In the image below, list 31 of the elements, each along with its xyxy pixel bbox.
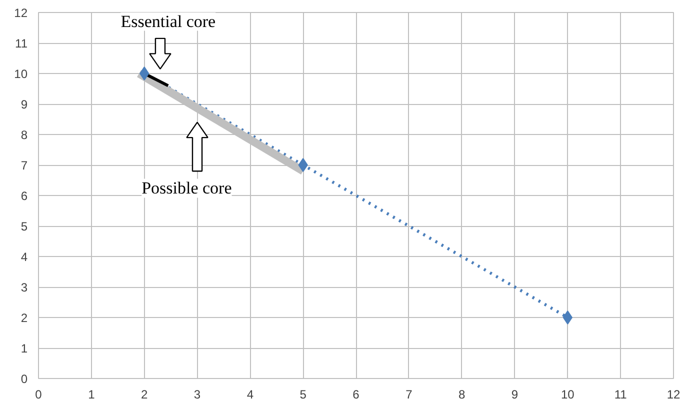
y-tick-label: 6 [20,189,28,203]
x-tick-label: 0 [35,388,42,402]
point [140,66,150,80]
x-tick-label: 6 [352,388,360,402]
y-tick-label: 4 [20,250,28,264]
x-tick-label: 5 [300,388,307,402]
point [562,310,572,324]
x-tick-label: 9 [511,388,518,402]
x-tick-label: 2 [140,388,148,402]
y-tick-label: 11 [15,36,28,50]
x-tick-label: 7 [406,388,413,402]
x-tick-label: 12 [666,388,680,402]
annotation: Possible core [142,178,232,198]
annotation: Essential core [120,12,216,31]
x-tick-label: 3 [194,388,201,402]
x-tick-label: 11 [614,388,628,402]
y-tick-label: 1 [20,342,28,356]
y-tick-label: 3 [20,280,28,294]
y-tick-label: 9 [20,98,28,112]
x-tick-label: 4 [246,388,254,402]
y-tick-label: 2 [20,311,28,325]
y-tick-label: 5 [20,220,28,234]
y-tick-label: 0 [20,372,28,386]
y-tick-label: 10 [14,67,28,81]
point [298,158,308,172]
x-tick-label: 1 [88,388,96,402]
y-tick-label: 12 [14,6,28,20]
y-tick-label: 8 [20,128,28,142]
x-tick-label: 8 [458,388,466,402]
y-tick-label: 7 [20,158,28,172]
x-tick-label: 10 [560,388,575,402]
